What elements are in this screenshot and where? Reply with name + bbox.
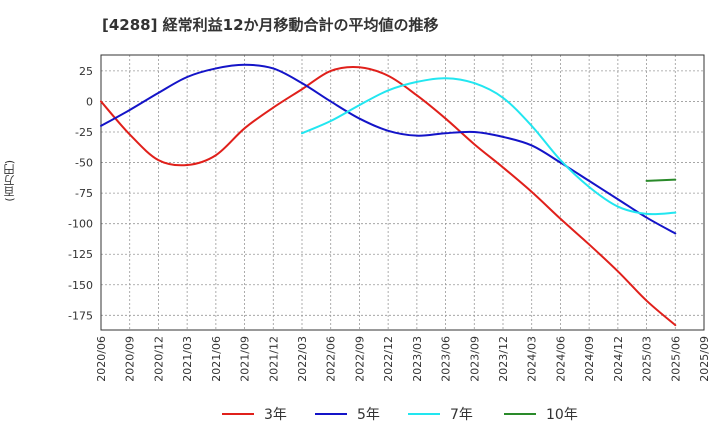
x-tick-label: 2023/12	[497, 336, 510, 382]
x-axis-ticks: 2020/06 2020/09 2020/12 2021/03 2021/06 2021/…	[95, 336, 711, 382]
y-tick-label: -175	[68, 309, 93, 322]
x-tick-label: 2023/03	[411, 336, 424, 382]
x-tick-label: 2020/12	[152, 336, 165, 382]
series-layer	[100, 63, 677, 327]
x-tick-label: 2020/09	[124, 336, 137, 382]
x-tick-label: 2025/06	[669, 336, 682, 382]
y-tick-label: -25	[75, 126, 93, 139]
legend-label: 5年	[357, 407, 380, 423]
legend-label: 3年	[264, 407, 287, 423]
x-tick-label: 2024/12	[612, 336, 625, 382]
x-tick-label: 2024/03	[526, 336, 539, 382]
series-line-2	[100, 63, 677, 235]
y-tick-label: -150	[68, 279, 93, 292]
series-line-4	[645, 178, 677, 182]
x-tick-label: 2021/12	[267, 336, 280, 382]
x-tick-label: 2023/09	[468, 336, 481, 382]
x-tick-label: 2022/06	[325, 336, 338, 382]
grid-layer	[101, 55, 704, 330]
series-line-3	[301, 77, 677, 216]
x-tick-label: 2022/03	[296, 336, 309, 382]
legend: 3年 5年 7年 10年	[222, 407, 578, 423]
series-line-1	[100, 65, 677, 327]
x-tick-label: 2024/09	[583, 336, 596, 382]
legend-label: 10年	[546, 407, 578, 423]
x-tick-label: 2025/09	[698, 336, 711, 382]
chart-title: [4288] 経常利益12か月移動合計の平均値の推移	[102, 16, 439, 34]
y-axis-ticks: 25 0 -25 -50 -75 -100 -125 -150 -175	[68, 65, 93, 322]
legend-label: 7年	[450, 407, 473, 423]
y-tick-label: -125	[68, 248, 93, 261]
x-tick-label: 2021/09	[239, 336, 252, 382]
y-tick-label: 0	[86, 95, 93, 108]
x-tick-label: 2021/06	[210, 336, 223, 382]
y-tick-label: -50	[75, 157, 93, 170]
x-tick-label: 2022/09	[353, 336, 366, 382]
y-tick-label: 25	[79, 65, 93, 78]
x-tick-label: 2022/12	[382, 336, 395, 382]
x-tick-label: 2024/06	[554, 336, 567, 382]
x-tick-label: 2020/06	[95, 336, 108, 382]
y-tick-label: -100	[68, 218, 93, 231]
y-tick-label: -75	[75, 187, 93, 200]
x-tick-label: 2021/03	[181, 336, 194, 382]
x-tick-label: 2023/06	[440, 336, 453, 382]
x-tick-label: 2025/03	[641, 336, 654, 382]
plot-frame	[100, 54, 705, 331]
